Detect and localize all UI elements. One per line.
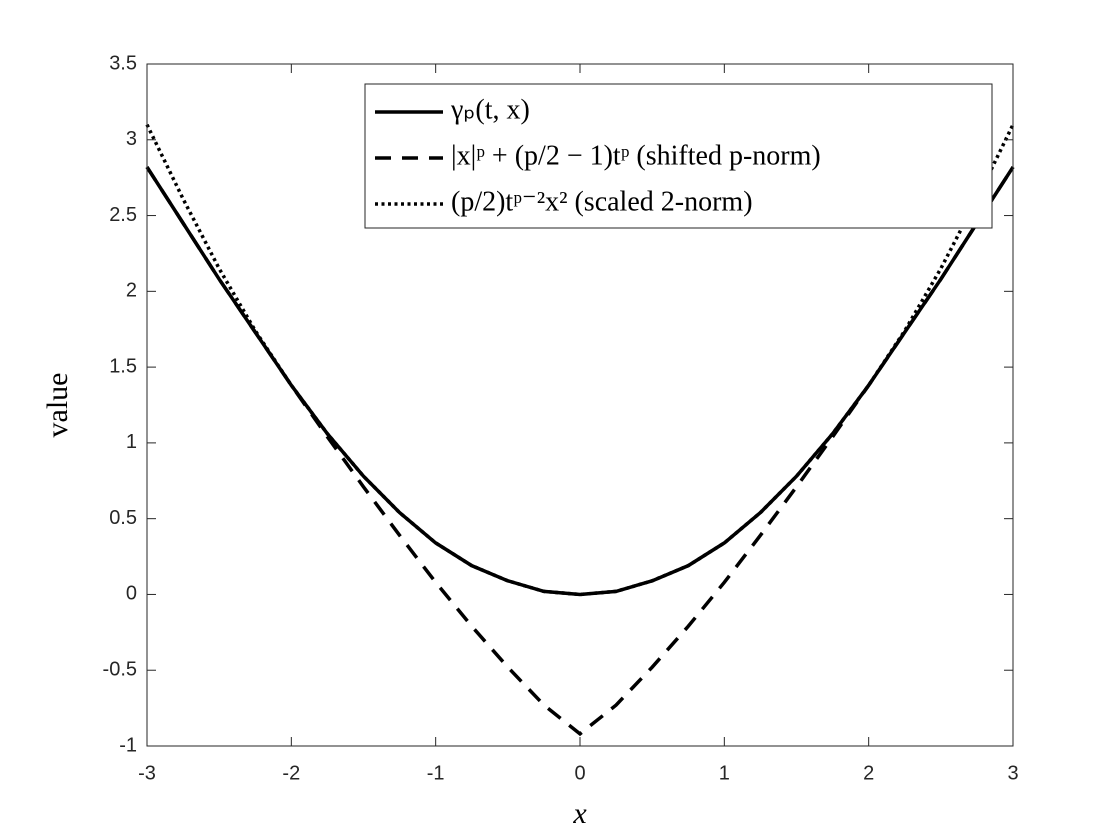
y-tick-label: 1 bbox=[126, 431, 137, 453]
x-axis-label: x bbox=[572, 797, 587, 830]
x-tick-label: 0 bbox=[574, 762, 585, 784]
legend-label: γₚ(t, x) bbox=[450, 94, 530, 125]
x-tick-label: -1 bbox=[427, 762, 445, 784]
x-tick-label: 2 bbox=[863, 762, 874, 784]
x-tick-label: -2 bbox=[282, 762, 300, 784]
y-tick-label: -1 bbox=[119, 734, 137, 756]
y-tick-label: 0 bbox=[126, 583, 137, 605]
y-tick-label: 1.5 bbox=[109, 355, 137, 377]
y-tick-label: 0.5 bbox=[109, 507, 137, 529]
y-tick-label: 2.5 bbox=[109, 204, 137, 226]
y-tick-label: 2 bbox=[126, 280, 137, 302]
y-tick-label: -0.5 bbox=[103, 659, 137, 681]
y-tick-label: 3 bbox=[126, 128, 137, 150]
legend-label: (p/2)tᵖ⁻²x² (scaled 2-norm) bbox=[451, 186, 753, 217]
x-tick-label: 1 bbox=[719, 762, 730, 784]
y-tick-label: 3.5 bbox=[109, 52, 137, 74]
data-line bbox=[145, 166, 1015, 737]
legend-box bbox=[364, 83, 993, 229]
legend-label: |x|ᵖ + (p/2 − 1)tᵖ (shifted p-norm) bbox=[451, 140, 821, 171]
x-tick-label: 3 bbox=[1007, 762, 1018, 784]
y-axis-label: value bbox=[41, 373, 74, 438]
x-tick-label: -3 bbox=[138, 762, 156, 784]
